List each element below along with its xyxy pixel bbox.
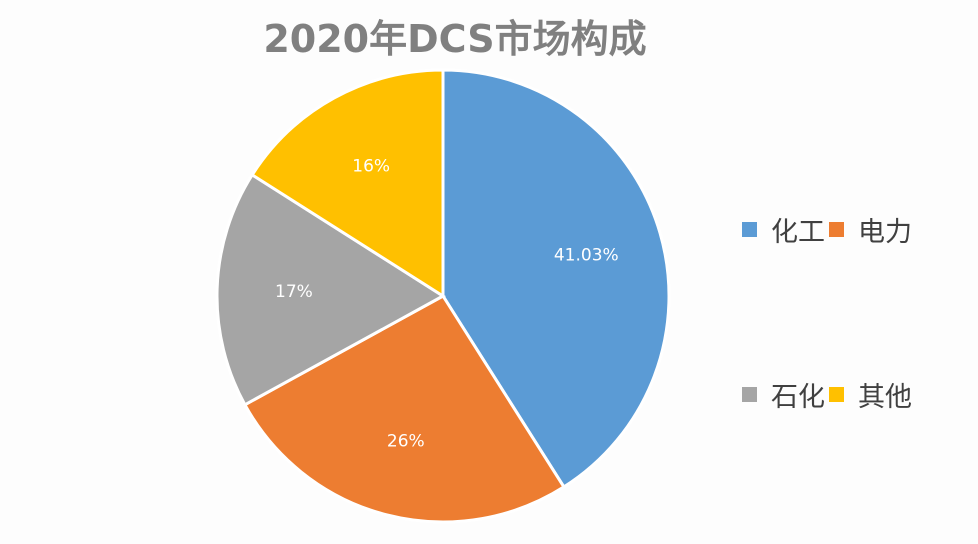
pie-slice-power [242, 294, 566, 524]
legend-label-chemical: 化工 [771, 217, 825, 248]
pie-label-chemical: 41.03% [554, 245, 619, 265]
pie-label-petrochemical: 17% [275, 282, 313, 302]
legend-label-other: 其他 [858, 382, 912, 413]
pie-labels: 41.03% 26% 17% 16% [275, 156, 619, 451]
legend-row-2: 石化 其他 [742, 375, 912, 414]
legend-swatch-petrochemical [742, 387, 757, 402]
legend-swatch-power [829, 222, 844, 237]
legend-label-power: 电力 [858, 217, 912, 248]
legend-swatch-other [829, 387, 844, 402]
legend-swatch-chemical [742, 222, 757, 237]
pie-slices [215, 68, 671, 524]
pie-slice-other [250, 68, 445, 299]
legend-row-1: 化工 电力 [742, 210, 912, 249]
pie-label-other: 16% [352, 156, 390, 176]
pie-slice-petrochemical [215, 172, 446, 407]
legend-label-petrochemical: 石化 [771, 382, 825, 413]
chart-title: 2020年DCS市场构成 [263, 17, 647, 61]
pie-label-power: 26% [387, 431, 425, 451]
